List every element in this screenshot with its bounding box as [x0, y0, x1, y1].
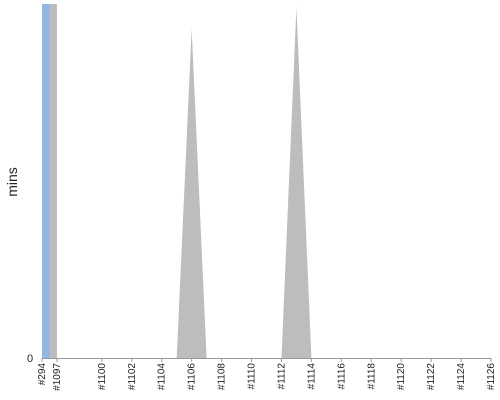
series-1-peak-1106: [176, 28, 207, 359]
x-tick-label: #1126: [486, 363, 497, 391]
y-axis-label: mins: [4, 167, 20, 197]
x-tick-label: #1104: [157, 363, 168, 391]
x-tick-label: #1114: [306, 363, 317, 390]
x-tick-label: #1124: [456, 363, 467, 391]
x-tick-label: #1097: [52, 363, 63, 391]
series-1-band: [49, 4, 57, 358]
x-tick-label: #1108: [217, 363, 228, 391]
x-tick-label: #1100: [97, 363, 108, 391]
x-tick-label: #1116: [336, 363, 347, 390]
series-layer: [42, 4, 312, 359]
series-1-peak-1113: [281, 7, 312, 358]
y-tick-label: 0: [27, 353, 33, 365]
x-tick-label: #1120: [396, 363, 407, 391]
x-tick-label: #1122: [426, 363, 437, 391]
x-tick-label: #1106: [187, 363, 198, 391]
x-tick-label: #294: [37, 363, 48, 386]
x-tick-labels: #294 #1097 #1100 #1102 #1104 #1106 #1108 #1110 #…: [37, 358, 497, 391]
x-tick-label: #1110: [247, 363, 258, 390]
x-tick-label: #1112: [276, 363, 287, 390]
series-0-area: [42, 4, 50, 358]
x-tick-label: #1102: [127, 363, 138, 391]
x-tick-label: #1118: [366, 363, 377, 390]
